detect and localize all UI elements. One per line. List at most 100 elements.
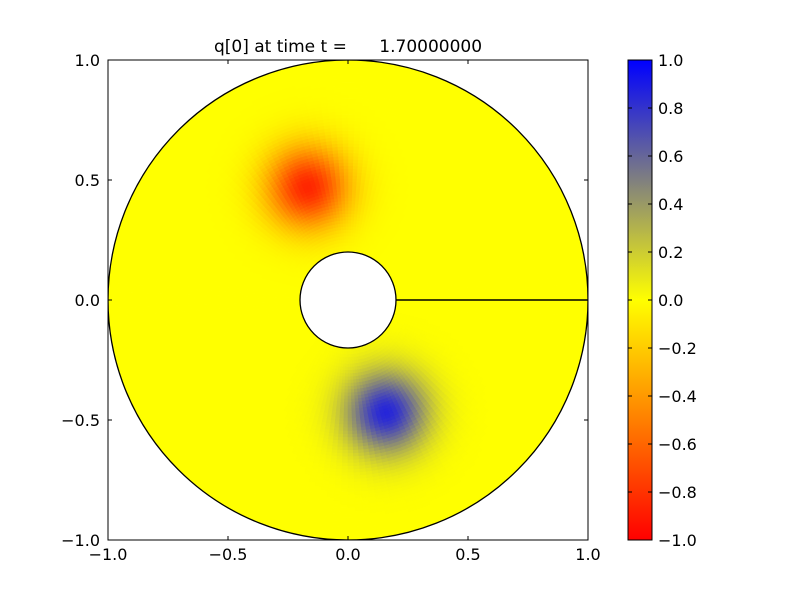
field-cell: [341, 385, 346, 390]
field-cell: [342, 376, 346, 381]
field-cell: [352, 168, 358, 173]
field-cell: [343, 421, 349, 426]
field-cell: [344, 197, 349, 202]
field-cell: [347, 168, 353, 173]
field-cell: [258, 299, 262, 304]
field-cell: [267, 299, 272, 304]
field-cell: [351, 178, 357, 183]
field-cell: [261, 296, 266, 301]
field-cell: [343, 178, 349, 182]
field-cell: [270, 297, 275, 301]
field-cell: [344, 392, 349, 397]
field-cell: [345, 373, 349, 378]
field-cell: [344, 379, 349, 384]
field-cell: [351, 200, 356, 205]
field-cell: [456, 291, 461, 297]
field-cell: [433, 302, 438, 307]
field-cell: [235, 291, 240, 297]
field-cell: [468, 303, 474, 310]
field-cell: [351, 408, 357, 413]
field-cell: [347, 408, 353, 413]
field-cell: [216, 290, 221, 296]
field-cell: [437, 293, 442, 298]
field-cell: [344, 203, 349, 208]
field-cell: [338, 420, 345, 426]
field-cell: [340, 203, 346, 208]
field-cell: [351, 401, 356, 406]
field-cell: [453, 303, 458, 308]
field-cell: [344, 213, 349, 218]
field-cell: [264, 299, 269, 304]
field-cell: [254, 299, 259, 304]
field-cell: [465, 291, 470, 297]
field-cell: [226, 303, 231, 309]
field-cell: [216, 299, 221, 305]
field-cell: [339, 184, 345, 189]
field-cell: [216, 304, 221, 310]
field-cell: [254, 293, 259, 298]
field-cell: [344, 210, 349, 214]
field-cell: [261, 299, 266, 304]
field-cell: [347, 376, 352, 381]
field-cell: [339, 408, 345, 413]
field-cell: [437, 302, 442, 307]
field-cell: [251, 296, 256, 301]
field-cell: [343, 187, 349, 192]
field-cell: [338, 165, 344, 170]
field-cell: [478, 290, 483, 296]
field-cell: [340, 405, 345, 410]
field-cell: [238, 299, 243, 305]
field-cell: [213, 290, 218, 296]
field-cell: [344, 216, 349, 221]
field-cell: [350, 210, 355, 215]
field-cell: [339, 414, 345, 419]
field-cell: [456, 303, 461, 309]
field-cell: [248, 303, 253, 308]
field-cell: [347, 187, 353, 192]
field-cell: [449, 303, 454, 308]
field-cell: [347, 181, 353, 186]
field-cell: [222, 290, 228, 297]
field-cell: [343, 427, 349, 432]
field-cell: [347, 418, 353, 422]
field-cell: [475, 304, 480, 310]
field-cell: [251, 292, 256, 298]
field-cell: [235, 295, 240, 301]
field-cell: [347, 226, 351, 230]
field-cell: [258, 293, 263, 298]
field-cell: [232, 303, 237, 309]
field-cell: [222, 299, 227, 305]
field-cell: [347, 203, 352, 208]
field-cell: [226, 299, 230, 305]
field-cell: [351, 184, 357, 189]
field-cell: [475, 290, 480, 296]
field-cell: [339, 187, 345, 192]
field-cell: [248, 299, 253, 304]
field-cell: [347, 398, 352, 403]
field-cell: [350, 222, 354, 227]
field-cell: [459, 303, 464, 309]
field-cell: [340, 398, 345, 403]
field-cell: [347, 219, 352, 224]
field-cell: [340, 190, 345, 195]
field-cell: [351, 398, 356, 403]
field-cell: [453, 292, 458, 297]
field-cell: [350, 216, 355, 221]
field-cell: [338, 174, 345, 180]
field-cell: [210, 299, 214, 306]
field-cell: [339, 181, 345, 186]
field-cell: [344, 398, 349, 403]
field-cell: [229, 291, 234, 297]
field-cell: [245, 303, 250, 308]
field-cell: [338, 171, 344, 176]
field-cell: [462, 303, 467, 309]
field-cell: [242, 295, 246, 301]
field-cell: [472, 290, 477, 296]
field-cell: [338, 168, 344, 173]
field-cell: [478, 304, 483, 310]
field-cell: [350, 213, 355, 218]
field-cell: [347, 194, 353, 198]
field-cell: [350, 392, 356, 397]
field-cell: [340, 197, 345, 202]
field-cell: [462, 291, 467, 297]
